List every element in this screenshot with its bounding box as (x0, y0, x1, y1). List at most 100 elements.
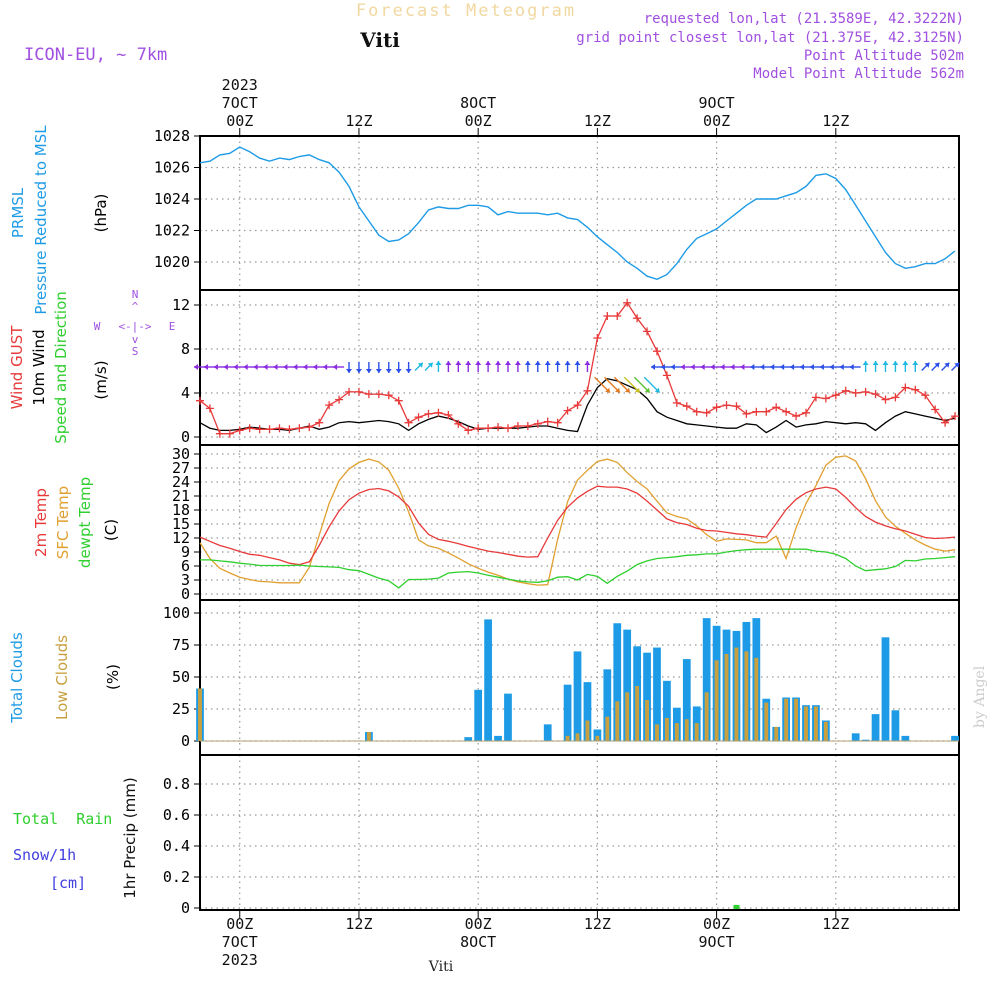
panel-label-line: Speed and Direction (52, 291, 70, 444)
wind-gust-point (384, 391, 393, 400)
wind-gust-point (494, 423, 503, 432)
wind-gust-point (672, 398, 681, 407)
time-label: 7OCT (222, 94, 258, 112)
wind-gust-point (335, 395, 344, 404)
low-cloud-bar (724, 653, 729, 741)
wind-gust-point (543, 417, 552, 426)
watermark: by Angel (972, 665, 988, 728)
y-tick-label: 27 (172, 459, 190, 477)
wind-gust-point (454, 419, 463, 428)
wind-arrow-head (375, 369, 382, 373)
total-cloud-bar (494, 735, 502, 741)
total-cloud-bar (901, 735, 910, 741)
total-cloud-bar (663, 680, 671, 741)
y-tick-label: 1020 (154, 253, 190, 271)
time-label: 8OCT (460, 94, 496, 112)
grid-point-coords: grid point closest lon,lat (21.375E, 42.… (576, 30, 964, 46)
total-cloud-bar (484, 619, 492, 741)
wind-arrow-head (644, 387, 650, 393)
panel-label-line: Total Clouds (8, 632, 26, 724)
y-tick-label: 100 (163, 604, 190, 622)
y-tick-label: 0 (181, 428, 190, 446)
wind-gust-point (593, 334, 602, 342)
time-label: 12Z (822, 112, 849, 130)
wind-gust-point (464, 426, 473, 435)
wind-gust-point (255, 425, 264, 434)
y-tick-label: 50 (172, 668, 190, 686)
total-cloud-bar (504, 693, 512, 741)
location-title: Viti (359, 28, 400, 52)
wind-gust-point (772, 403, 781, 412)
time-label: 9OCT (699, 94, 735, 112)
wind-arrow-head (417, 362, 423, 368)
low-cloud-bar (585, 720, 590, 741)
temp-panel-label: 2m Temp SFC Temp dewpt Temp (C) (32, 477, 120, 568)
wind-arrow-head (750, 364, 755, 370)
wind-arrow-head (346, 369, 353, 373)
wind-gust-point (652, 347, 661, 356)
wind-gust-point (623, 298, 632, 307)
wind-gust-point (692, 407, 701, 416)
wind-arrow-head (872, 361, 879, 365)
wind-arrow-head (800, 364, 805, 370)
y-tick-label: 1024 (154, 190, 190, 208)
total-cloud-bar (891, 710, 900, 741)
point-altitude: Point Altitude 502m (804, 48, 964, 64)
wind-gust-point (205, 404, 214, 413)
wind-gust-point (851, 389, 860, 397)
wind-arrow-head (944, 362, 950, 368)
wind-gust-point (315, 418, 324, 427)
time-label: 00Z (703, 915, 730, 933)
wind-arrow-head (849, 364, 854, 370)
time-label: 12Z (345, 112, 372, 130)
wind-arrow-head (892, 361, 899, 365)
y-tick-label: 0.8 (163, 775, 190, 793)
time-label: 12Z (584, 915, 611, 933)
wind-gust-point (424, 409, 433, 418)
panel-unit-label: (C) (102, 519, 120, 541)
total-cloud-bar (951, 735, 959, 741)
pressure-series-line (199, 146, 956, 281)
total-cloud-bar (851, 733, 860, 741)
temp-2m-line (199, 485, 956, 566)
low-cloud-bar (645, 700, 649, 741)
wind-gust-point (215, 429, 224, 438)
wind-arrow-head (700, 364, 705, 370)
panel-label-line: SFC Temp (54, 486, 72, 559)
wind-gust-point (643, 327, 652, 336)
low-cloud-bar (655, 724, 659, 741)
total-cloud-bar (593, 729, 602, 741)
wind-arrow-head (660, 364, 665, 370)
precip-legend: Total Rain Snow/1h [cm] 1hr Precip (mm) (13, 777, 139, 898)
wind-arrow-head (213, 364, 218, 370)
y-tick-label: 8 (181, 340, 190, 358)
wind-gust-point (702, 408, 711, 417)
low-cloud-bar (198, 688, 202, 741)
wind-gust-point (881, 395, 890, 404)
y-tick-label: 4 (181, 384, 190, 402)
wind-gust-point (265, 425, 274, 434)
wind-arrow-head (605, 387, 610, 393)
wind-gust-point (533, 419, 542, 428)
wind-gust-point (762, 407, 771, 416)
time-label: 7OCT (222, 933, 258, 951)
compass-row: <-|-> (118, 320, 151, 333)
y-tick-label: 0.6 (163, 806, 190, 824)
total-cloud-bar (474, 689, 483, 741)
wind-arrow-head (263, 364, 268, 370)
wind-gust-point (474, 424, 483, 433)
y-tick-label: 15 (172, 515, 190, 533)
low-cloud-bar (754, 657, 759, 741)
time-label: 00Z (465, 112, 492, 130)
clouds-panel-label: Total Clouds Low Clouds (%) (8, 632, 122, 724)
wind-arrow-head (534, 361, 541, 365)
wind-gust-point (354, 387, 363, 396)
low-cloud-bar (615, 701, 620, 741)
wind-arrow-head (504, 361, 511, 365)
low-cloud-bar (823, 721, 828, 741)
total-cloud-bar (623, 629, 632, 741)
wind-arrow-head (839, 364, 844, 370)
wind-speed-line (199, 377, 956, 434)
